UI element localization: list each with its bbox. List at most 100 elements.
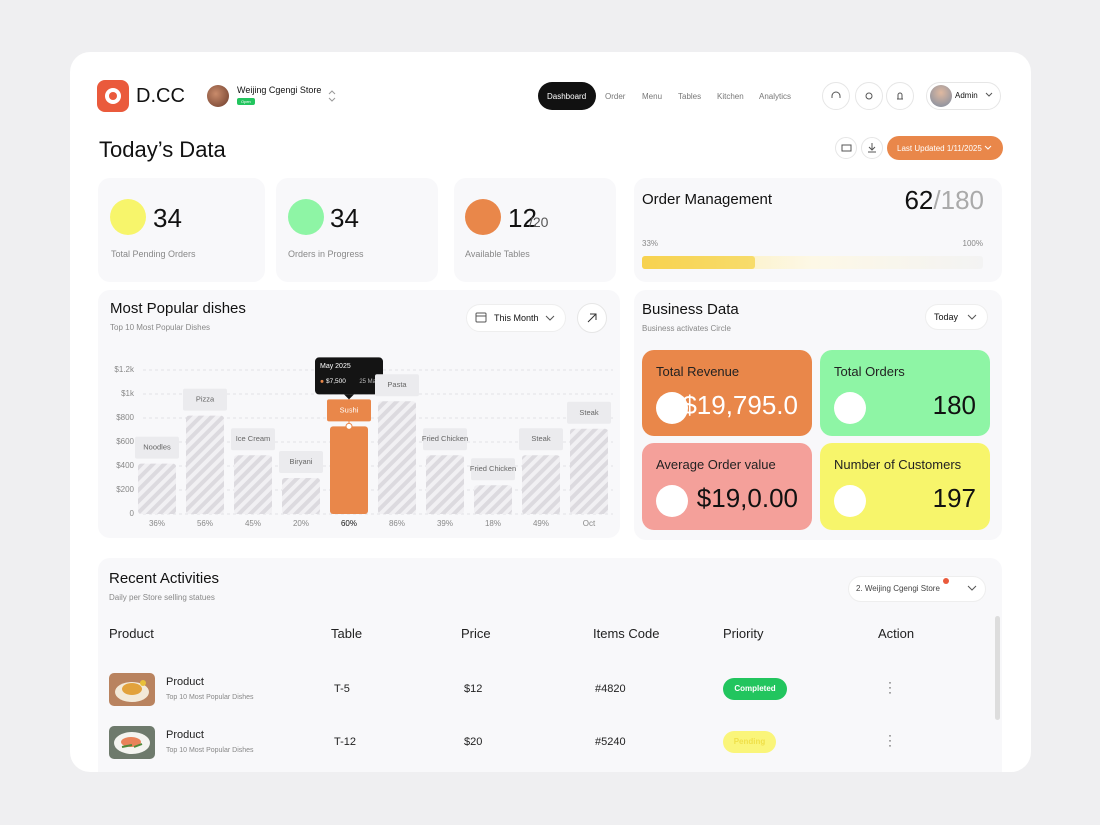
om-title: Order Management: [642, 191, 773, 208]
x-tick-label: 86%: [389, 519, 405, 528]
store-status: Open: [237, 98, 255, 105]
stat-icon: [465, 199, 501, 235]
y-tick-label: $1.2k: [114, 365, 135, 374]
product-desc: Top 10 Most Popular Dishes: [166, 747, 254, 754]
kpi-icon: [656, 485, 688, 517]
product-name: Product: [166, 676, 204, 688]
scrollbar[interactable]: [995, 616, 1000, 720]
nav-item[interactable]: Tables: [678, 92, 702, 101]
chevron: [984, 145, 992, 150]
chevron: [985, 92, 993, 97]
user-avatar: [930, 85, 952, 107]
store-avatar: [207, 85, 229, 107]
bar-label-box: [279, 451, 323, 473]
kpi-icon: [834, 485, 866, 517]
bar: [330, 426, 368, 514]
store-filter[interactable]: [848, 576, 986, 602]
kpi-card: Average Order value $19,0.00: [642, 443, 812, 530]
notifications-button[interactable]: [886, 82, 914, 110]
bar-label: Steak: [531, 434, 550, 443]
support-button[interactable]: [822, 82, 850, 110]
nav-item[interactable]: Order: [605, 92, 626, 101]
dishes-title: Most Popular dishes: [110, 300, 246, 317]
code-cell: #4820: [595, 683, 626, 695]
y-tick-label: $1k: [121, 389, 135, 398]
store-switch[interactable]: [327, 89, 337, 103]
settings-button[interactable]: [855, 82, 883, 110]
nav-item[interactable]: Menu: [642, 92, 663, 101]
dishes-subtitle: Top 10 Most Popular Dishes: [110, 323, 211, 332]
bar-label: Ice Cream: [236, 434, 271, 443]
x-tick-label: 45%: [245, 519, 261, 528]
nav-item[interactable]: Dashboard: [547, 92, 587, 101]
activities-subtitle: Daily per Store selling statues: [109, 593, 215, 602]
column-header: Action: [878, 626, 915, 641]
chevron: [967, 314, 977, 320]
mail-button[interactable]: [835, 137, 857, 159]
bar-label-box: [183, 388, 227, 411]
tooltip-date: 25 May: [359, 379, 379, 385]
y-tick-label: $200: [116, 485, 134, 494]
x-tick-label: 56%: [197, 519, 213, 528]
kpi-card: Total Revenue $19,795.0: [642, 350, 812, 436]
stat-icon: [110, 199, 146, 235]
business-subtitle: Business activates Circle: [642, 324, 731, 333]
column-header: Items Code: [593, 626, 660, 641]
expand-button[interactable]: [577, 303, 607, 333]
bar: [186, 415, 224, 514]
kpi-title: Number of Customers: [834, 457, 962, 472]
x-tick-label: 36%: [149, 519, 165, 528]
business-title: Business Data: [642, 301, 739, 318]
bar-label: Pasta: [387, 380, 407, 389]
store-name[interactable]: Weijing Cgengi Store: [237, 85, 322, 95]
nav-active-bg: [538, 82, 596, 110]
download-button[interactable]: [861, 137, 883, 159]
logo-glyph: [105, 88, 121, 104]
price-cell: $12: [464, 683, 483, 695]
om-fill: [642, 256, 755, 269]
logo-icon: [97, 80, 129, 112]
tooltip-arrow: [344, 394, 354, 400]
bar-label: Fried Chicken: [470, 464, 516, 473]
row-menu[interactable]: · · ·: [888, 728, 892, 752]
nav-item[interactable]: Analytics: [759, 92, 792, 101]
business-filter[interactable]: [925, 304, 988, 330]
bar: [570, 428, 608, 514]
stat-label: Available Tables: [465, 249, 530, 259]
bar-label: Pizza: [196, 395, 215, 404]
tooltip: [315, 357, 383, 395]
last-updated-button[interactable]: [887, 136, 1003, 160]
priority-badge: Completed: [723, 678, 787, 700]
bar-label: Noodles: [143, 443, 171, 452]
store-filter-text: 2. Weijing Cgengi Store: [856, 584, 940, 593]
om-count: 62/180: [904, 185, 984, 216]
stat-label: Orders in Progress: [288, 249, 364, 259]
bar-label: Biryani: [290, 457, 313, 466]
code-cell: #5240: [595, 736, 626, 748]
kpi-title: Total Orders: [834, 364, 905, 379]
app-frame: D.CC Weijing Cgengi Store Open Dashboard…: [70, 52, 1031, 772]
chevron: [967, 585, 977, 591]
bar: [282, 478, 320, 514]
user-name: Admin: [955, 91, 978, 100]
stat-value: 12: [508, 203, 537, 233]
period-filter[interactable]: [466, 304, 566, 332]
x-tick-label: 20%: [293, 519, 309, 528]
bar: [522, 455, 560, 514]
row-menu[interactable]: · · ·: [888, 675, 892, 699]
x-tick-label: 60%: [341, 519, 357, 528]
nav-item[interactable]: Kitchen: [717, 92, 744, 101]
y-tick-label: $800: [116, 413, 134, 422]
tooltip-value: $7,500: [326, 378, 346, 385]
last-updated: Last Updated 1/11/2025: [897, 144, 982, 153]
user-menu[interactable]: [926, 82, 1001, 110]
kpi-value: $19,0.00: [696, 483, 798, 513]
bar-label-box: [471, 458, 515, 481]
kpi-icon: [656, 392, 688, 424]
table-cell: T-12: [334, 736, 357, 748]
column-header: Priority: [723, 626, 764, 641]
calendar-icon: [475, 312, 487, 323]
bar: [378, 401, 416, 514]
